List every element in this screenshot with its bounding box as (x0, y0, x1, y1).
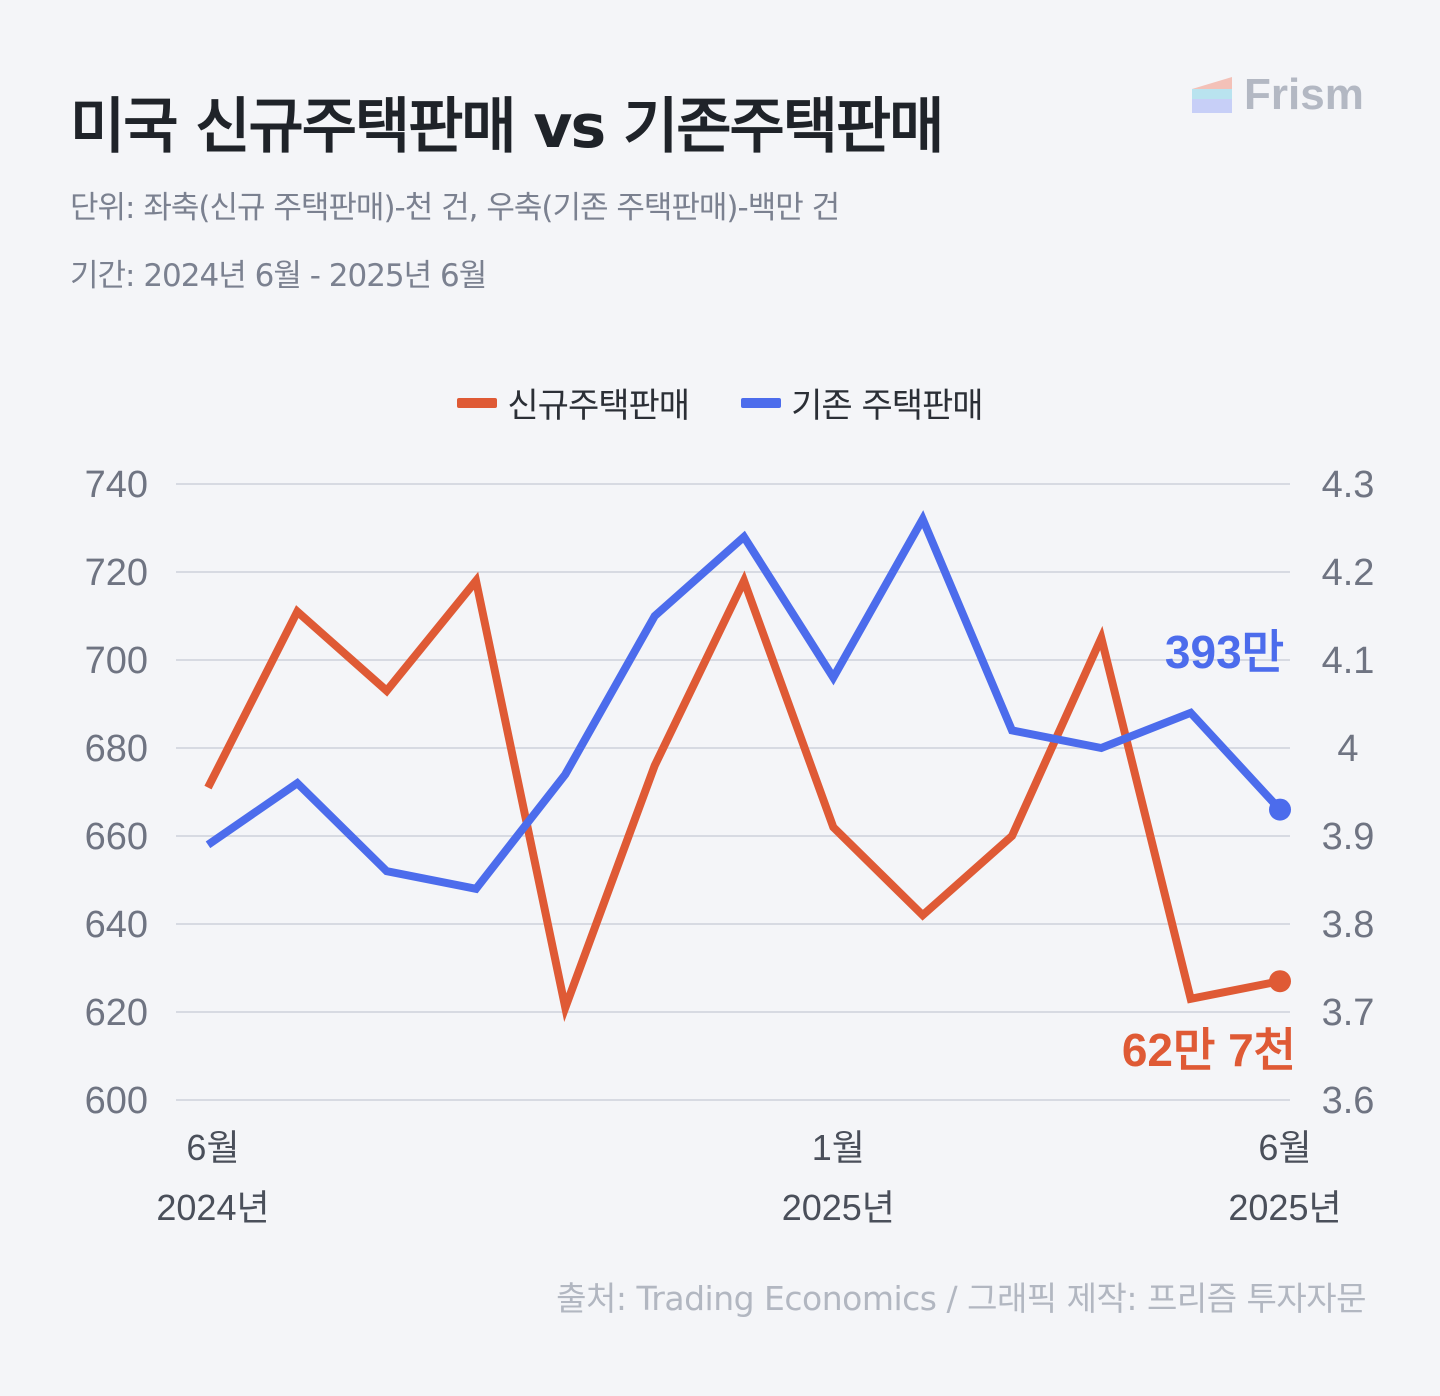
x-tick-month-label: 6월 (186, 1127, 239, 1168)
y-right-tick-label: 4.2 (1322, 552, 1375, 594)
chart-title: 미국 신규주택판매 vs 기존주택판매 (70, 92, 944, 162)
y-left-tick-label: 740 (85, 464, 148, 506)
y-right-tick-label: 4 (1337, 728, 1358, 770)
legend-swatch-existing-homes (741, 397, 782, 408)
y-left-tick-label: 660 (85, 816, 148, 858)
period-subtitle: 기간: 2024년 6월 - 2025년 6월 (70, 258, 487, 294)
chart-legend: 신규주택판매 기존 주택판매 (0, 378, 1440, 427)
series-line-existing-homes (205, 510, 1283, 894)
y-left-tick-label: 640 (85, 904, 148, 946)
y-left-tick-label: 700 (85, 640, 148, 682)
frism-logo: Frism (1192, 70, 1364, 120)
logo-text: Frism (1244, 70, 1364, 119)
y-left-tick-label: 720 (85, 552, 148, 594)
x-tick-month-label: 6월 (1258, 1127, 1311, 1168)
x-tick-month-label: 1월 (812, 1127, 865, 1168)
annotation-new-homes-value: 62만 7천 (1122, 1024, 1296, 1076)
x-tick-year-label: 2024년 (156, 1187, 269, 1228)
annotation-existing-homes-value: 393만 (1165, 626, 1284, 678)
y-right-tick-label: 4.1 (1322, 640, 1375, 682)
legend-label-existing-homes: 기존 주택판매 (791, 386, 983, 426)
source-footer: 출처: Trading Economics / 그래픽 제작: 프리즘 투자자문 (556, 1279, 1366, 1318)
y-right-tick-label: 3.9 (1322, 816, 1375, 858)
endpoint-marker-existing-homes (1269, 798, 1291, 821)
legend-swatch-new-homes (457, 397, 498, 408)
line-chart: 600 620 640 660 680 700 720 740 3.6 3.7 3.8 3.9 4 4.1… (85, 464, 1375, 1228)
unit-subtitle: 단위: 좌축(신규 주택판매)-천 건, 우축(기존 주택판매)-백만 건 (70, 190, 840, 226)
y-left-tick-label: 600 (85, 1080, 148, 1122)
series-line-new-homes (204, 570, 1281, 1023)
legend-item-new-homes: 신규주택판매 (457, 378, 690, 427)
y-right-tick-label: 3.6 (1322, 1080, 1375, 1122)
y-right-tick-label: 3.7 (1322, 992, 1375, 1034)
y-left-tick-label: 680 (85, 728, 148, 770)
x-tick-year-label: 2025년 (782, 1187, 895, 1228)
x-tick-year-label: 2025년 (1228, 1187, 1341, 1228)
endpoint-marker-new-homes (1269, 970, 1291, 993)
y-right-tick-label: 4.3 (1322, 464, 1375, 506)
y-right-tick-label: 3.8 (1322, 904, 1375, 946)
legend-label-new-homes: 신규주택판매 (507, 386, 690, 426)
legend-item-existing-homes: 기존 주택판매 (741, 378, 984, 427)
y-left-tick-label: 620 (85, 992, 148, 1034)
frism-logo-icon (1192, 77, 1232, 113)
